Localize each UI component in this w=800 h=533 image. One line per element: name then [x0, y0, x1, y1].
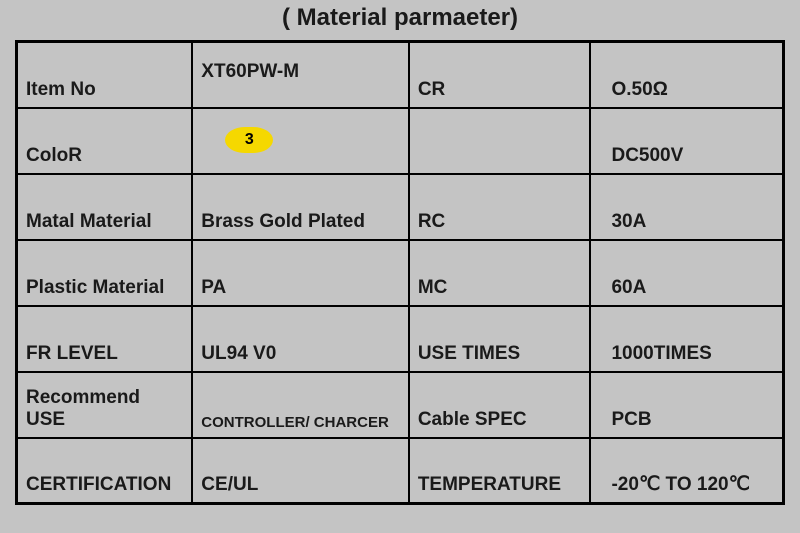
table-row: Matal Material Brass Gold Plated RC 30A — [17, 174, 784, 240]
cell-value: CONTROLLER/ CHARCER — [192, 372, 409, 438]
cell-label — [409, 108, 591, 174]
table-row: Recommend USE CONTROLLER/ CHARCER Cable … — [17, 372, 784, 438]
cell-label: FR LEVEL — [17, 306, 193, 372]
cell-value: -20℃ TO 120℃ — [590, 438, 783, 504]
cell-value: PCB — [590, 372, 783, 438]
cell-value: CE/UL — [192, 438, 409, 504]
cell-label: USE TIMES — [409, 306, 591, 372]
color-badge: 3 — [225, 127, 273, 153]
cell-label: Matal Material — [17, 174, 193, 240]
cell-value: XT60PW-M — [192, 42, 409, 108]
cell-label: RC — [409, 174, 591, 240]
cell-value: DC500V — [590, 108, 783, 174]
table-row: Plastic Material PA MC 60A — [17, 240, 784, 306]
cell-value: 60A — [590, 240, 783, 306]
cell-value: PA — [192, 240, 409, 306]
cell-value: 3 — [192, 108, 409, 174]
cell-label: CR — [409, 42, 591, 108]
table-row: ColoR 3 DC500V — [17, 108, 784, 174]
cell-value: O.50Ω — [590, 42, 783, 108]
table-row: CERTIFICATION CE/UL TEMPERATURE -20℃ TO … — [17, 438, 784, 504]
table-row: Item No XT60PW-M CR O.50Ω — [17, 42, 784, 108]
page-title: ( Material parmaeter) — [0, 0, 800, 40]
cell-label: Item No — [17, 42, 193, 108]
cell-value: UL94 V0 — [192, 306, 409, 372]
cell-label: CERTIFICATION — [17, 438, 193, 504]
cell-label: TEMPERATURE — [409, 438, 591, 504]
cell-value: 1000TIMES — [590, 306, 783, 372]
cell-label: Cable SPEC — [409, 372, 591, 438]
material-parameter-table: Item No XT60PW-M CR O.50Ω ColoR 3 DC500V… — [15, 40, 785, 505]
cell-label: MC — [409, 240, 591, 306]
cell-label: Recommend USE — [17, 372, 193, 438]
table-row: FR LEVEL UL94 V0 USE TIMES 1000TIMES — [17, 306, 784, 372]
cell-value: 30A — [590, 174, 783, 240]
cell-value: Brass Gold Plated — [192, 174, 409, 240]
cell-label: Plastic Material — [17, 240, 193, 306]
cell-label: ColoR — [17, 108, 193, 174]
